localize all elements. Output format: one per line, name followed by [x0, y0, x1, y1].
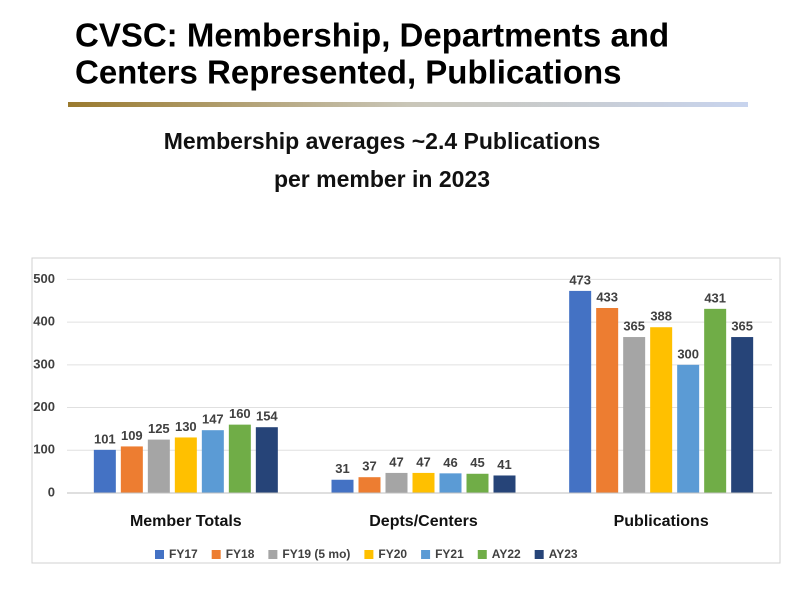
- data-label: 433: [596, 289, 618, 304]
- y-tick-label: 0: [48, 484, 55, 499]
- y-tick-label: 100: [33, 442, 55, 457]
- legend-label: FY20: [378, 547, 407, 561]
- legend-swatch: [155, 550, 164, 559]
- bar: [412, 472, 435, 493]
- bar: [147, 439, 170, 493]
- y-tick-label: 200: [33, 399, 55, 414]
- data-label: 45: [470, 455, 484, 470]
- bar: [731, 337, 754, 493]
- legend-swatch: [364, 550, 374, 559]
- bar: [385, 472, 408, 493]
- data-label: 130: [175, 419, 197, 434]
- bar: [120, 446, 143, 493]
- bar: [358, 477, 381, 493]
- legend-label: FY19 (5 mo): [282, 547, 350, 561]
- data-label: 125: [148, 421, 170, 436]
- data-label: 31: [335, 461, 349, 476]
- legend-label: AY23: [549, 547, 578, 561]
- data-label: 160: [229, 406, 251, 421]
- legend-swatch: [268, 550, 278, 559]
- legend-swatch: [421, 550, 431, 559]
- data-label: 365: [623, 318, 645, 333]
- bar: [228, 424, 251, 493]
- bar: [331, 479, 354, 493]
- bar: [493, 475, 516, 493]
- legend-label: FY18: [226, 547, 255, 561]
- data-label: 101: [94, 431, 116, 446]
- bar: [466, 473, 489, 493]
- data-label: 473: [569, 272, 591, 287]
- bar: [704, 308, 727, 493]
- bar: [596, 307, 619, 493]
- data-label: 300: [677, 346, 699, 361]
- x-tick-label: Member Totals: [130, 513, 242, 530]
- legend-label: AY22: [492, 547, 521, 561]
- slide-title: Centers Represented, Publications: [75, 54, 621, 91]
- legend-swatch: [211, 550, 221, 559]
- chart-title: per member in 2023: [274, 166, 490, 192]
- data-label: 47: [389, 454, 403, 469]
- legend-swatch: [477, 550, 487, 559]
- x-tick-label: Depts/Centers: [369, 513, 478, 530]
- data-label: 46: [443, 455, 457, 470]
- y-tick-label: 500: [33, 271, 55, 286]
- y-tick-label: 400: [33, 314, 55, 329]
- legend-swatch: [534, 550, 544, 559]
- data-label: 147: [202, 412, 224, 427]
- legend-label: FY21: [435, 547, 464, 561]
- data-label: 388: [650, 309, 672, 324]
- bar: [569, 290, 592, 493]
- bar: [623, 337, 646, 493]
- data-label: 37: [362, 459, 376, 474]
- title-rule: [68, 102, 748, 107]
- bar: [677, 364, 700, 493]
- y-tick-label: 300: [33, 356, 55, 371]
- data-label: 431: [704, 290, 726, 305]
- bar: [439, 473, 462, 493]
- chart-title: Membership averages ~2.4 Publications: [164, 128, 601, 154]
- bar: [255, 427, 278, 493]
- data-label: 41: [497, 457, 511, 472]
- data-label: 154: [256, 409, 278, 424]
- legend-label: FY17: [169, 547, 198, 561]
- bar: [650, 327, 673, 493]
- bar: [201, 430, 224, 493]
- bar: [174, 437, 197, 493]
- chart-frame: [31, 257, 781, 564]
- data-label: 47: [416, 454, 430, 469]
- data-label: 365: [731, 318, 753, 333]
- x-tick-label: Publications: [614, 513, 709, 530]
- data-label: 109: [121, 428, 143, 443]
- bar: [93, 449, 116, 493]
- slide-title: CVSC: Membership, Departments and: [75, 17, 669, 54]
